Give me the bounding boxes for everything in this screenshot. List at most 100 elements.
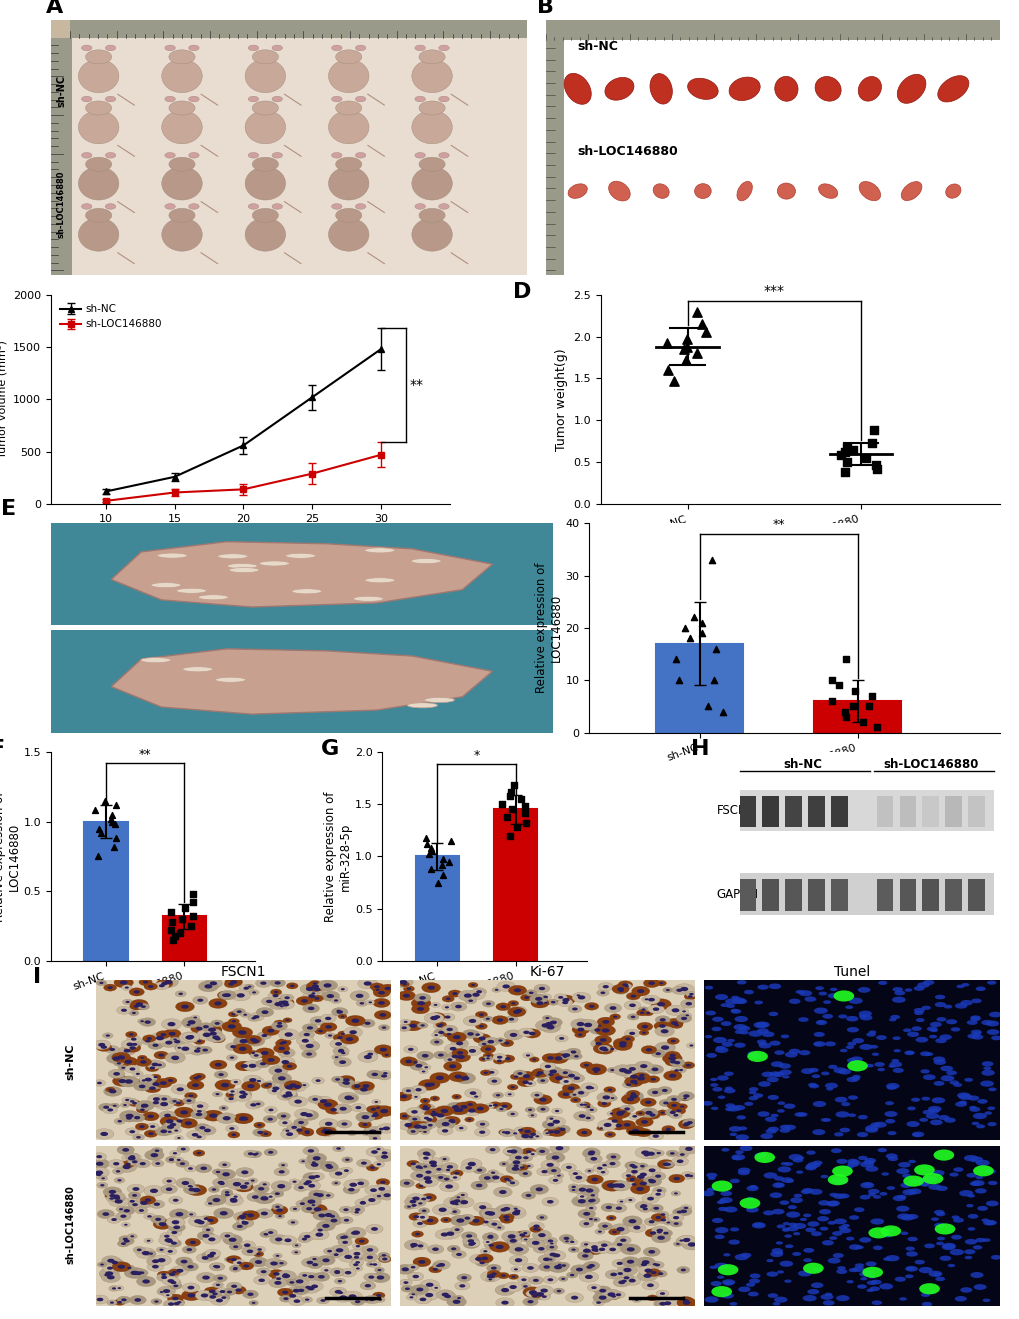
Circle shape xyxy=(226,1179,247,1190)
Circle shape xyxy=(271,1204,283,1210)
Circle shape xyxy=(136,1100,154,1111)
Circle shape xyxy=(105,1272,113,1275)
Circle shape xyxy=(201,1294,208,1298)
Ellipse shape xyxy=(932,1082,944,1086)
Circle shape xyxy=(419,1167,423,1169)
Circle shape xyxy=(476,1183,482,1187)
Circle shape xyxy=(153,1076,158,1078)
Circle shape xyxy=(199,1126,205,1129)
Circle shape xyxy=(598,1248,604,1250)
Circle shape xyxy=(217,1181,224,1184)
Circle shape xyxy=(254,1275,270,1285)
Circle shape xyxy=(107,1191,125,1202)
Circle shape xyxy=(276,1038,291,1046)
Circle shape xyxy=(142,1250,150,1256)
Circle shape xyxy=(420,1216,425,1219)
Circle shape xyxy=(646,1283,653,1287)
Ellipse shape xyxy=(105,203,116,210)
Ellipse shape xyxy=(335,102,362,115)
Circle shape xyxy=(355,1237,368,1245)
Circle shape xyxy=(588,1207,593,1210)
Circle shape xyxy=(303,1004,319,1013)
Circle shape xyxy=(448,1064,455,1068)
Circle shape xyxy=(447,991,462,997)
Circle shape xyxy=(486,1220,501,1228)
Circle shape xyxy=(283,1298,288,1301)
Circle shape xyxy=(362,1253,378,1262)
Circle shape xyxy=(114,977,133,988)
Circle shape xyxy=(549,1074,568,1083)
Circle shape xyxy=(375,1297,385,1302)
Circle shape xyxy=(683,1207,688,1210)
Circle shape xyxy=(357,1082,374,1091)
Circle shape xyxy=(312,1258,317,1260)
Circle shape xyxy=(628,1223,645,1232)
Circle shape xyxy=(231,1133,236,1136)
Circle shape xyxy=(663,1071,682,1080)
Circle shape xyxy=(380,1181,385,1183)
Circle shape xyxy=(430,1016,437,1020)
Circle shape xyxy=(277,1022,282,1025)
Text: E: E xyxy=(1,500,16,520)
Circle shape xyxy=(249,1301,258,1306)
Circle shape xyxy=(543,1275,557,1283)
Circle shape xyxy=(279,1262,283,1265)
Circle shape xyxy=(593,1245,609,1253)
Ellipse shape xyxy=(784,1235,791,1237)
Circle shape xyxy=(662,1161,674,1167)
Circle shape xyxy=(688,1175,693,1177)
Ellipse shape xyxy=(328,166,369,200)
Circle shape xyxy=(242,1170,249,1174)
Circle shape xyxy=(437,1177,443,1179)
Circle shape xyxy=(430,1163,436,1167)
Ellipse shape xyxy=(730,1179,739,1183)
Circle shape xyxy=(343,1297,347,1299)
Circle shape xyxy=(448,1105,466,1115)
Circle shape xyxy=(311,995,323,1002)
Circle shape xyxy=(620,1200,623,1203)
Circle shape xyxy=(354,1084,373,1095)
Ellipse shape xyxy=(847,1161,854,1165)
Circle shape xyxy=(150,1188,158,1192)
Circle shape xyxy=(114,1299,125,1306)
Circle shape xyxy=(112,1057,120,1060)
Circle shape xyxy=(276,1000,285,1004)
Circle shape xyxy=(586,1265,592,1269)
Circle shape xyxy=(432,1204,452,1215)
Circle shape xyxy=(630,1080,637,1084)
Circle shape xyxy=(464,1088,481,1097)
Circle shape xyxy=(646,1151,654,1155)
Circle shape xyxy=(294,1244,299,1246)
Circle shape xyxy=(669,1054,675,1057)
Circle shape xyxy=(307,1026,313,1030)
Ellipse shape xyxy=(770,1062,783,1067)
Circle shape xyxy=(609,1273,616,1277)
Circle shape xyxy=(273,1253,282,1258)
Circle shape xyxy=(541,1024,549,1028)
Ellipse shape xyxy=(748,1278,759,1283)
Circle shape xyxy=(302,1039,309,1043)
Circle shape xyxy=(216,1113,236,1124)
Circle shape xyxy=(583,1249,590,1253)
Circle shape xyxy=(224,1195,244,1206)
Circle shape xyxy=(117,1287,121,1289)
Circle shape xyxy=(427,1245,443,1253)
Circle shape xyxy=(500,1055,515,1062)
Ellipse shape xyxy=(775,1224,785,1228)
Circle shape xyxy=(680,987,688,991)
Ellipse shape xyxy=(769,1252,783,1257)
Circle shape xyxy=(236,1115,253,1124)
Circle shape xyxy=(343,1169,348,1173)
Ellipse shape xyxy=(838,1225,847,1229)
Circle shape xyxy=(560,1278,565,1279)
Circle shape xyxy=(175,1257,193,1266)
Circle shape xyxy=(643,979,659,988)
Ellipse shape xyxy=(717,1207,727,1211)
Circle shape xyxy=(335,1248,343,1252)
Ellipse shape xyxy=(733,1024,747,1030)
Circle shape xyxy=(108,1196,128,1207)
Circle shape xyxy=(367,1053,373,1055)
Circle shape xyxy=(393,977,413,988)
Circle shape xyxy=(192,1101,208,1111)
Ellipse shape xyxy=(826,1258,840,1264)
